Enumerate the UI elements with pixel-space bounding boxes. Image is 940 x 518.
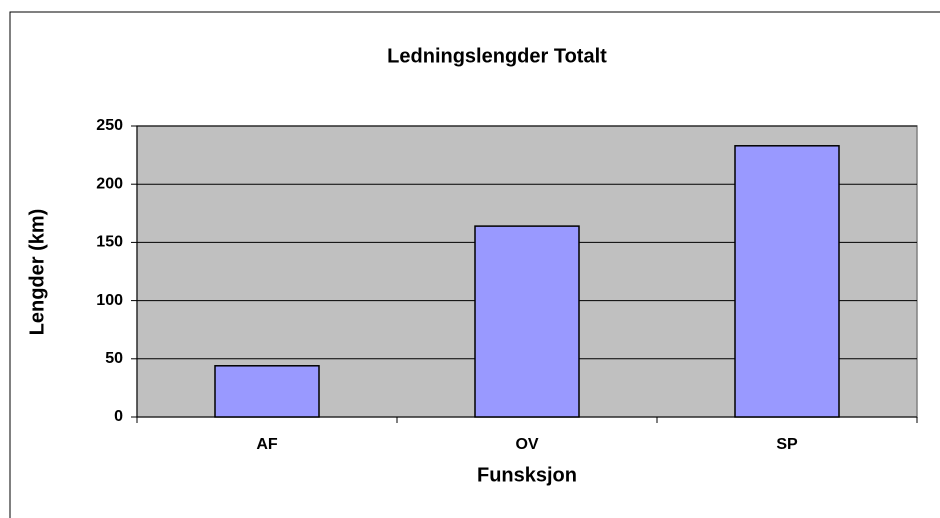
y-tick-label: 150 xyxy=(96,234,123,251)
x-axis-label: Funsksjon xyxy=(477,464,577,486)
bar xyxy=(214,365,320,418)
y-tick-label: 200 xyxy=(96,175,123,192)
y-tick-label: 50 xyxy=(105,350,123,367)
y-tick-label: 250 xyxy=(96,117,123,134)
x-tick-label: OV xyxy=(515,436,538,453)
chart-title: Ledningslengder Totalt xyxy=(387,45,607,67)
x-tick-label: SP xyxy=(776,436,798,453)
x-tick-label: AF xyxy=(256,436,278,453)
bar xyxy=(474,225,580,418)
bar xyxy=(734,145,840,418)
y-axis-label: Lengder (km) xyxy=(26,209,48,336)
y-tick-label: 100 xyxy=(96,292,123,309)
y-tick-label: 0 xyxy=(114,408,123,425)
